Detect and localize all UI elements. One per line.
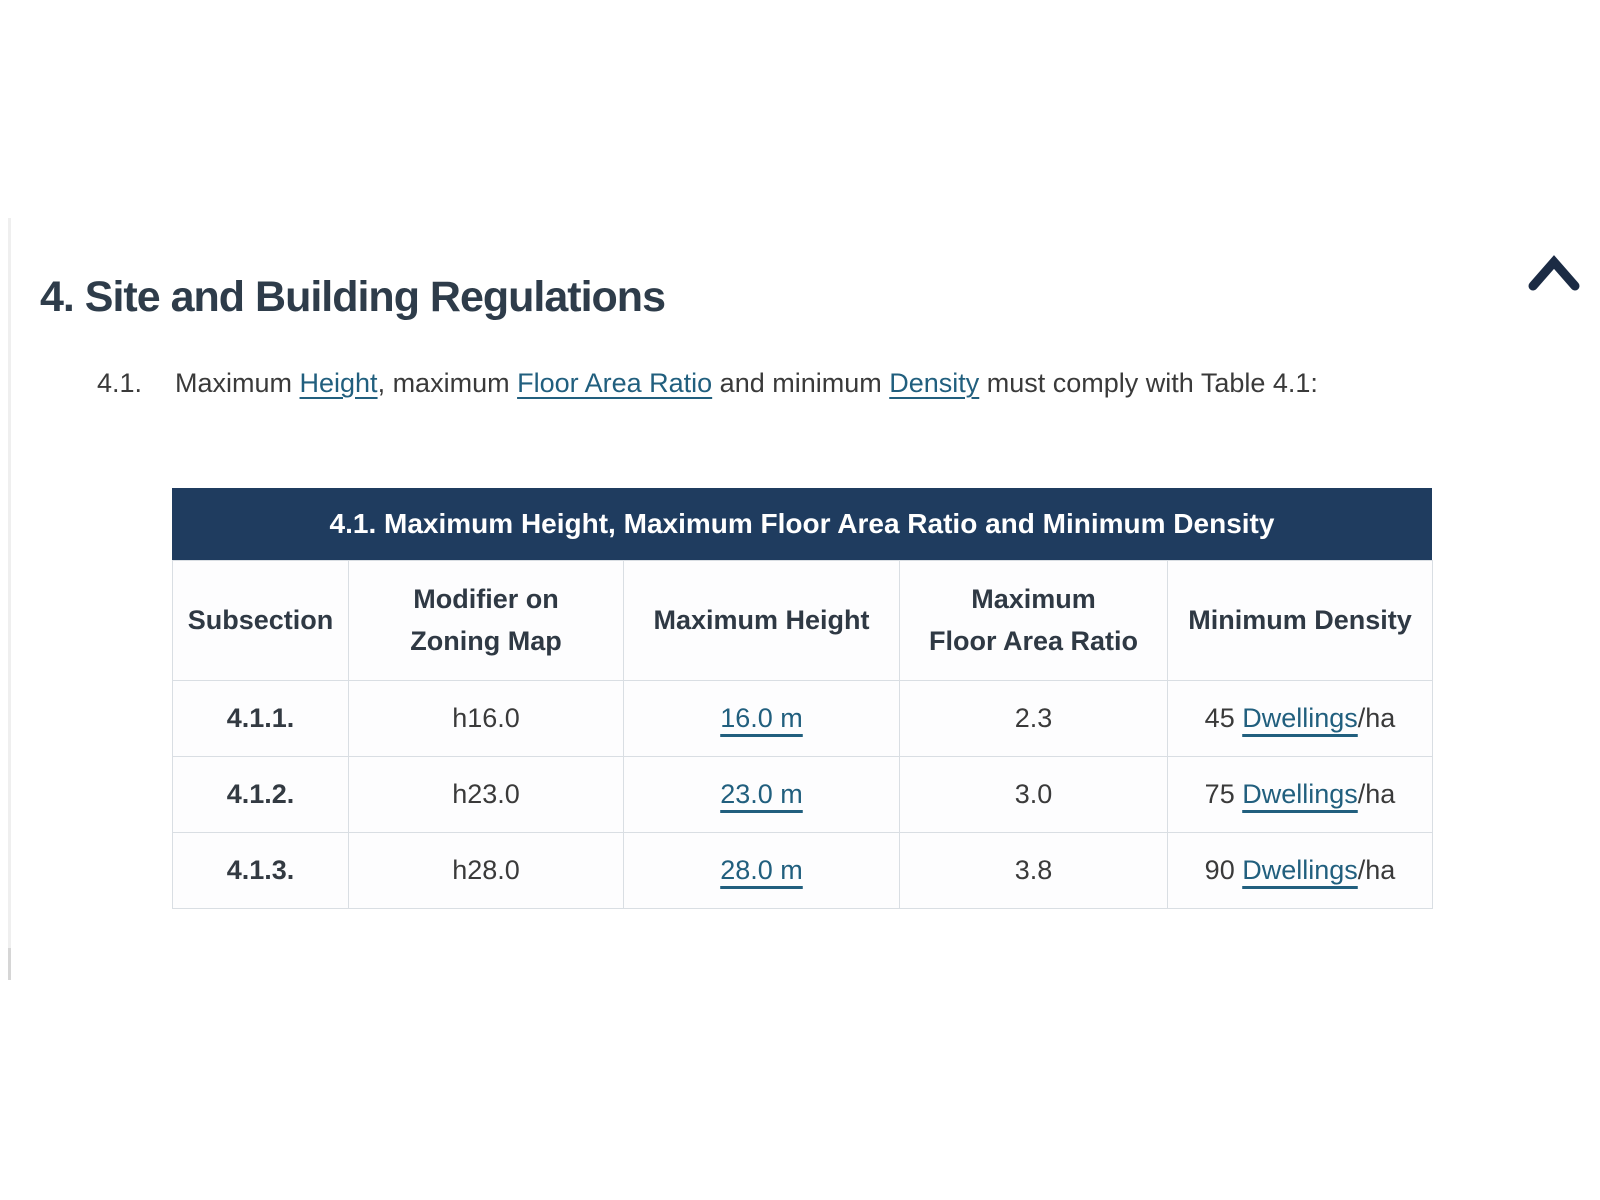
dwellings-link[interactable]: Dwellings [1242, 855, 1358, 885]
regulations-table: Subsection Modifier on Zoning Map Maximu… [172, 560, 1433, 909]
subsection-cell: 4.1.2. [172, 756, 349, 833]
density-value: 75 [1204, 779, 1243, 809]
column-header-min-density: Minimum Density [1167, 560, 1433, 681]
clause-text: Maximum [175, 368, 300, 398]
density-link[interactable]: Density [889, 368, 980, 398]
clause-text: and minimum [712, 368, 890, 398]
chevron-up-icon [1528, 255, 1580, 291]
max-far-cell: 3.8 [899, 832, 1168, 909]
max-height-cell: 23.0 m [623, 756, 900, 833]
min-density-cell: 90 Dwellings/ha [1167, 832, 1433, 909]
column-header-modifier: Modifier on Zoning Map [348, 560, 624, 681]
subsection-cell: 4.1.3. [172, 832, 349, 909]
modifier-cell: h28.0 [348, 832, 624, 909]
max-height-link[interactable]: 23.0 m [720, 779, 803, 809]
clause-number: 4.1. [97, 368, 143, 398]
table-4-1: 4.1. Maximum Height, Maximum Floor Area … [172, 488, 1433, 909]
density-unit: /ha [1357, 779, 1396, 809]
max-far-cell: 2.3 [899, 680, 1168, 757]
max-height-link[interactable]: 16.0 m [720, 703, 803, 733]
max-height-cell: 16.0 m [623, 680, 900, 757]
table-header-row: Subsection Modifier on Zoning Map Maximu… [172, 560, 1433, 681]
left-scrollbar-thumb[interactable] [8, 948, 11, 980]
max-far-cell: 3.0 [899, 756, 1168, 833]
max-height-link[interactable]: 28.0 m [720, 855, 803, 885]
left-scrollbar-track [8, 218, 11, 980]
column-header-max-far: Maximum Floor Area Ratio [899, 560, 1168, 681]
height-link[interactable]: Height [299, 368, 378, 398]
floor-area-ratio-link[interactable]: Floor Area Ratio [517, 368, 713, 398]
clause-text: , maximum [377, 368, 518, 398]
modifier-cell: h16.0 [348, 680, 624, 757]
density-value: 90 [1204, 855, 1243, 885]
subsection-cell: 4.1.1. [172, 680, 349, 757]
table-row: 4.1.2. h23.0 23.0 m 3.0 75 Dwellings/ha [172, 756, 1433, 833]
min-density-cell: 45 Dwellings/ha [1167, 680, 1433, 757]
dwellings-link[interactable]: Dwellings [1242, 779, 1358, 809]
density-unit: /ha [1357, 855, 1396, 885]
column-header-subsection: Subsection [172, 560, 349, 681]
density-value: 45 [1204, 703, 1243, 733]
table-title-bar: 4.1. Maximum Height, Maximum Floor Area … [172, 488, 1432, 560]
table-row: 4.1.1. h16.0 16.0 m 2.3 45 Dwellings/ha [172, 680, 1433, 757]
min-density-cell: 75 Dwellings/ha [1167, 756, 1433, 833]
max-height-cell: 28.0 m [623, 832, 900, 909]
dwellings-link[interactable]: Dwellings [1242, 703, 1358, 733]
density-unit: /ha [1357, 703, 1396, 733]
clause-text: must comply with Table 4.1: [979, 368, 1318, 398]
table-row: 4.1.3. h28.0 28.0 m 3.8 90 Dwellings/ha [172, 832, 1433, 909]
clause-4-1: 4.1. Maximum Height, maximum Floor Area R… [97, 368, 1318, 399]
column-header-max-height: Maximum Height [623, 560, 900, 681]
collapse-section-button[interactable] [1526, 250, 1586, 296]
section-heading: 4. Site and Building Regulations [40, 272, 666, 321]
modifier-cell: h23.0 [348, 756, 624, 833]
